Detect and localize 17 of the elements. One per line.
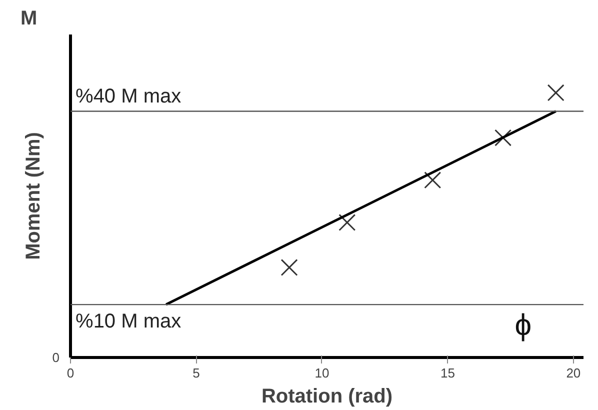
text: M	[20, 8, 38, 30]
point	[494, 129, 512, 146]
point	[424, 172, 442, 189]
x-tick-label: 0	[66, 366, 74, 380]
x-tick-label: 20	[566, 366, 581, 380]
point	[280, 258, 298, 276]
ref-line-label: %10 M max	[76, 310, 182, 333]
x-axis-title: Rotation (rad)	[261, 386, 393, 408]
x-tick-label: 10	[314, 366, 330, 380]
y-axis-title: Moment (Nm)	[22, 132, 44, 260]
point	[338, 214, 356, 232]
x-tick-label: 5	[192, 366, 200, 380]
annotation: ϕ	[514, 309, 532, 342]
ref-line-label: %40 M max	[76, 85, 182, 108]
x-tick-label: 15	[440, 366, 455, 380]
point	[547, 84, 564, 102]
text: 0	[52, 350, 60, 365]
